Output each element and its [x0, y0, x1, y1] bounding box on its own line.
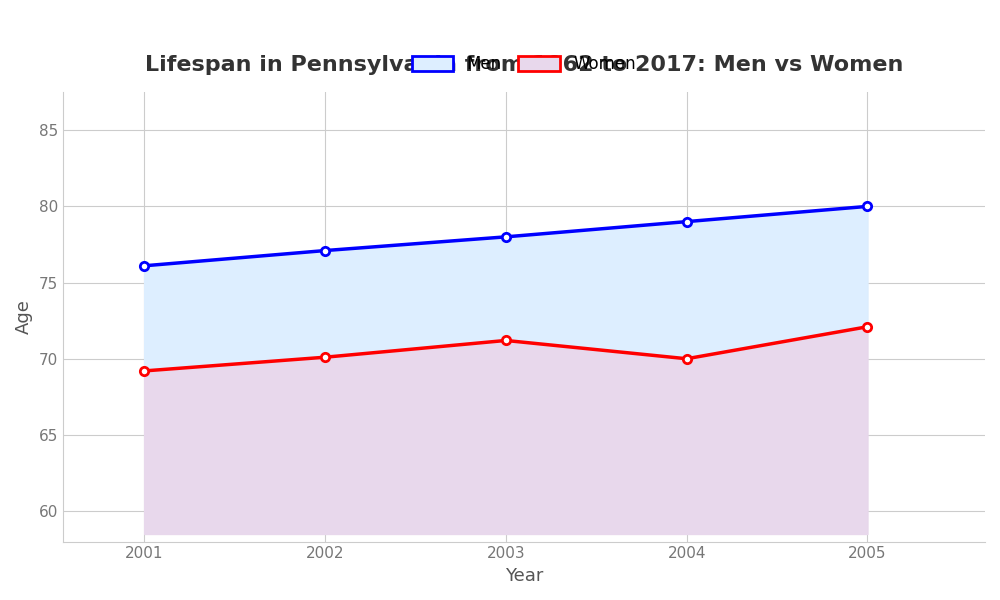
Title: Lifespan in Pennsylvania from 1962 to 2017: Men vs Women: Lifespan in Pennsylvania from 1962 to 20…: [145, 55, 903, 75]
Y-axis label: Age: Age: [15, 299, 33, 334]
Legend: Men, Women: Men, Women: [403, 47, 644, 81]
X-axis label: Year: Year: [505, 567, 543, 585]
